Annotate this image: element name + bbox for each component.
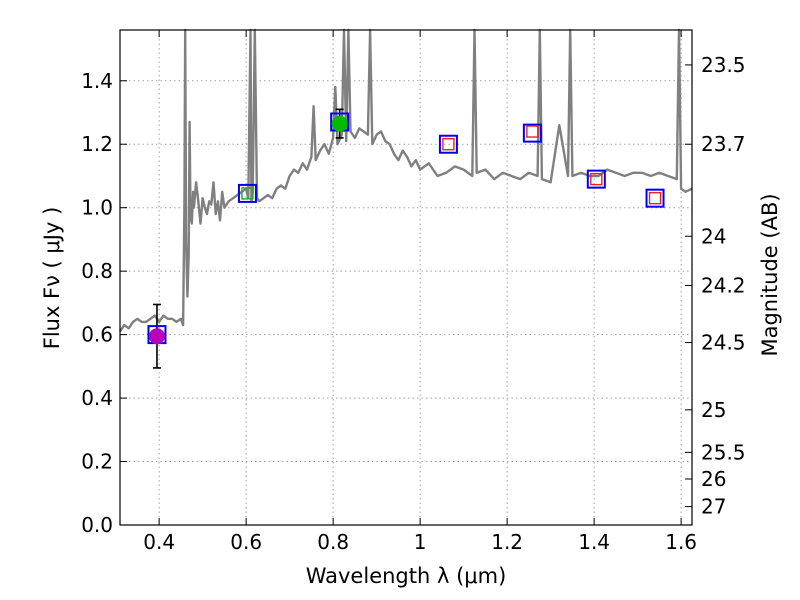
y-ticks: 0.0 0.2 0.4 0.6 0.8 1.0 1.2 1.4 bbox=[81, 69, 127, 537]
photometry-point-u bbox=[148, 328, 165, 345]
x-tick-label: 0.4 bbox=[143, 530, 175, 554]
y-tick-label: 0.2 bbox=[81, 450, 113, 474]
y2-tick-label: 26 bbox=[701, 467, 726, 491]
model-box-H bbox=[645, 188, 665, 208]
x-tick-label: 1 bbox=[414, 530, 427, 554]
y2-tick-label: 24.5 bbox=[701, 331, 746, 355]
photometry-point-z bbox=[442, 138, 455, 151]
y2-tick-label: 23.7 bbox=[701, 132, 746, 156]
spectrum-line bbox=[119, 28, 693, 333]
x-tick-label: 1.6 bbox=[665, 530, 697, 554]
y2-tick-label: 24.2 bbox=[701, 273, 746, 297]
y-tick-label: 0.4 bbox=[81, 386, 113, 410]
model-box-g bbox=[237, 183, 257, 203]
y-tick-label: 0.0 bbox=[81, 513, 113, 537]
photometry-point-g bbox=[241, 187, 254, 200]
photometry-point-Y bbox=[526, 125, 539, 138]
model-box-J bbox=[586, 169, 606, 189]
y2-tick-label: 24 bbox=[701, 224, 726, 248]
x-tick-label: 0.6 bbox=[230, 530, 262, 554]
photometry-layer bbox=[147, 108, 665, 369]
y-tick-label: 0.8 bbox=[81, 259, 113, 283]
y2-tick-label: 23.5 bbox=[701, 53, 746, 77]
photometry-point-H bbox=[648, 191, 662, 205]
y-tick-label: 1.2 bbox=[81, 132, 113, 156]
model-box-z bbox=[438, 134, 458, 154]
photometry-point-i bbox=[331, 115, 348, 132]
y-tick-label: 0.6 bbox=[81, 323, 113, 347]
spectrum-layer bbox=[119, 28, 693, 333]
y2-tick-label: 25 bbox=[701, 398, 726, 422]
x-axis-title: Wavelength λ (μm) bbox=[306, 564, 507, 588]
x-tick-label: 1.4 bbox=[578, 530, 610, 554]
y2-tick-label: 25.5 bbox=[701, 440, 746, 464]
y2-axis-title: Magnitude (AB) bbox=[758, 193, 782, 356]
photometry-point-J bbox=[590, 172, 603, 186]
y2-ticks: 23.5 23.7 24 24.2 24.5 25 25.5 26 27 bbox=[685, 53, 746, 519]
grid-lines bbox=[120, 30, 692, 526]
y2-tick-label: 27 bbox=[701, 495, 726, 519]
x-tick-label: 1.2 bbox=[491, 530, 523, 554]
model-box-Y bbox=[522, 123, 542, 143]
y-tick-label: 1.4 bbox=[81, 69, 113, 93]
x-tick-label: 0.8 bbox=[317, 530, 349, 554]
y-tick-label: 1.0 bbox=[81, 196, 113, 220]
y-axis-title: Flux Fν ( μJy ) bbox=[40, 207, 64, 350]
x-ticks: 0.4 0.6 0.8 1 1.2 1.4 1.6 bbox=[143, 30, 697, 554]
plot-frame bbox=[119, 29, 693, 526]
